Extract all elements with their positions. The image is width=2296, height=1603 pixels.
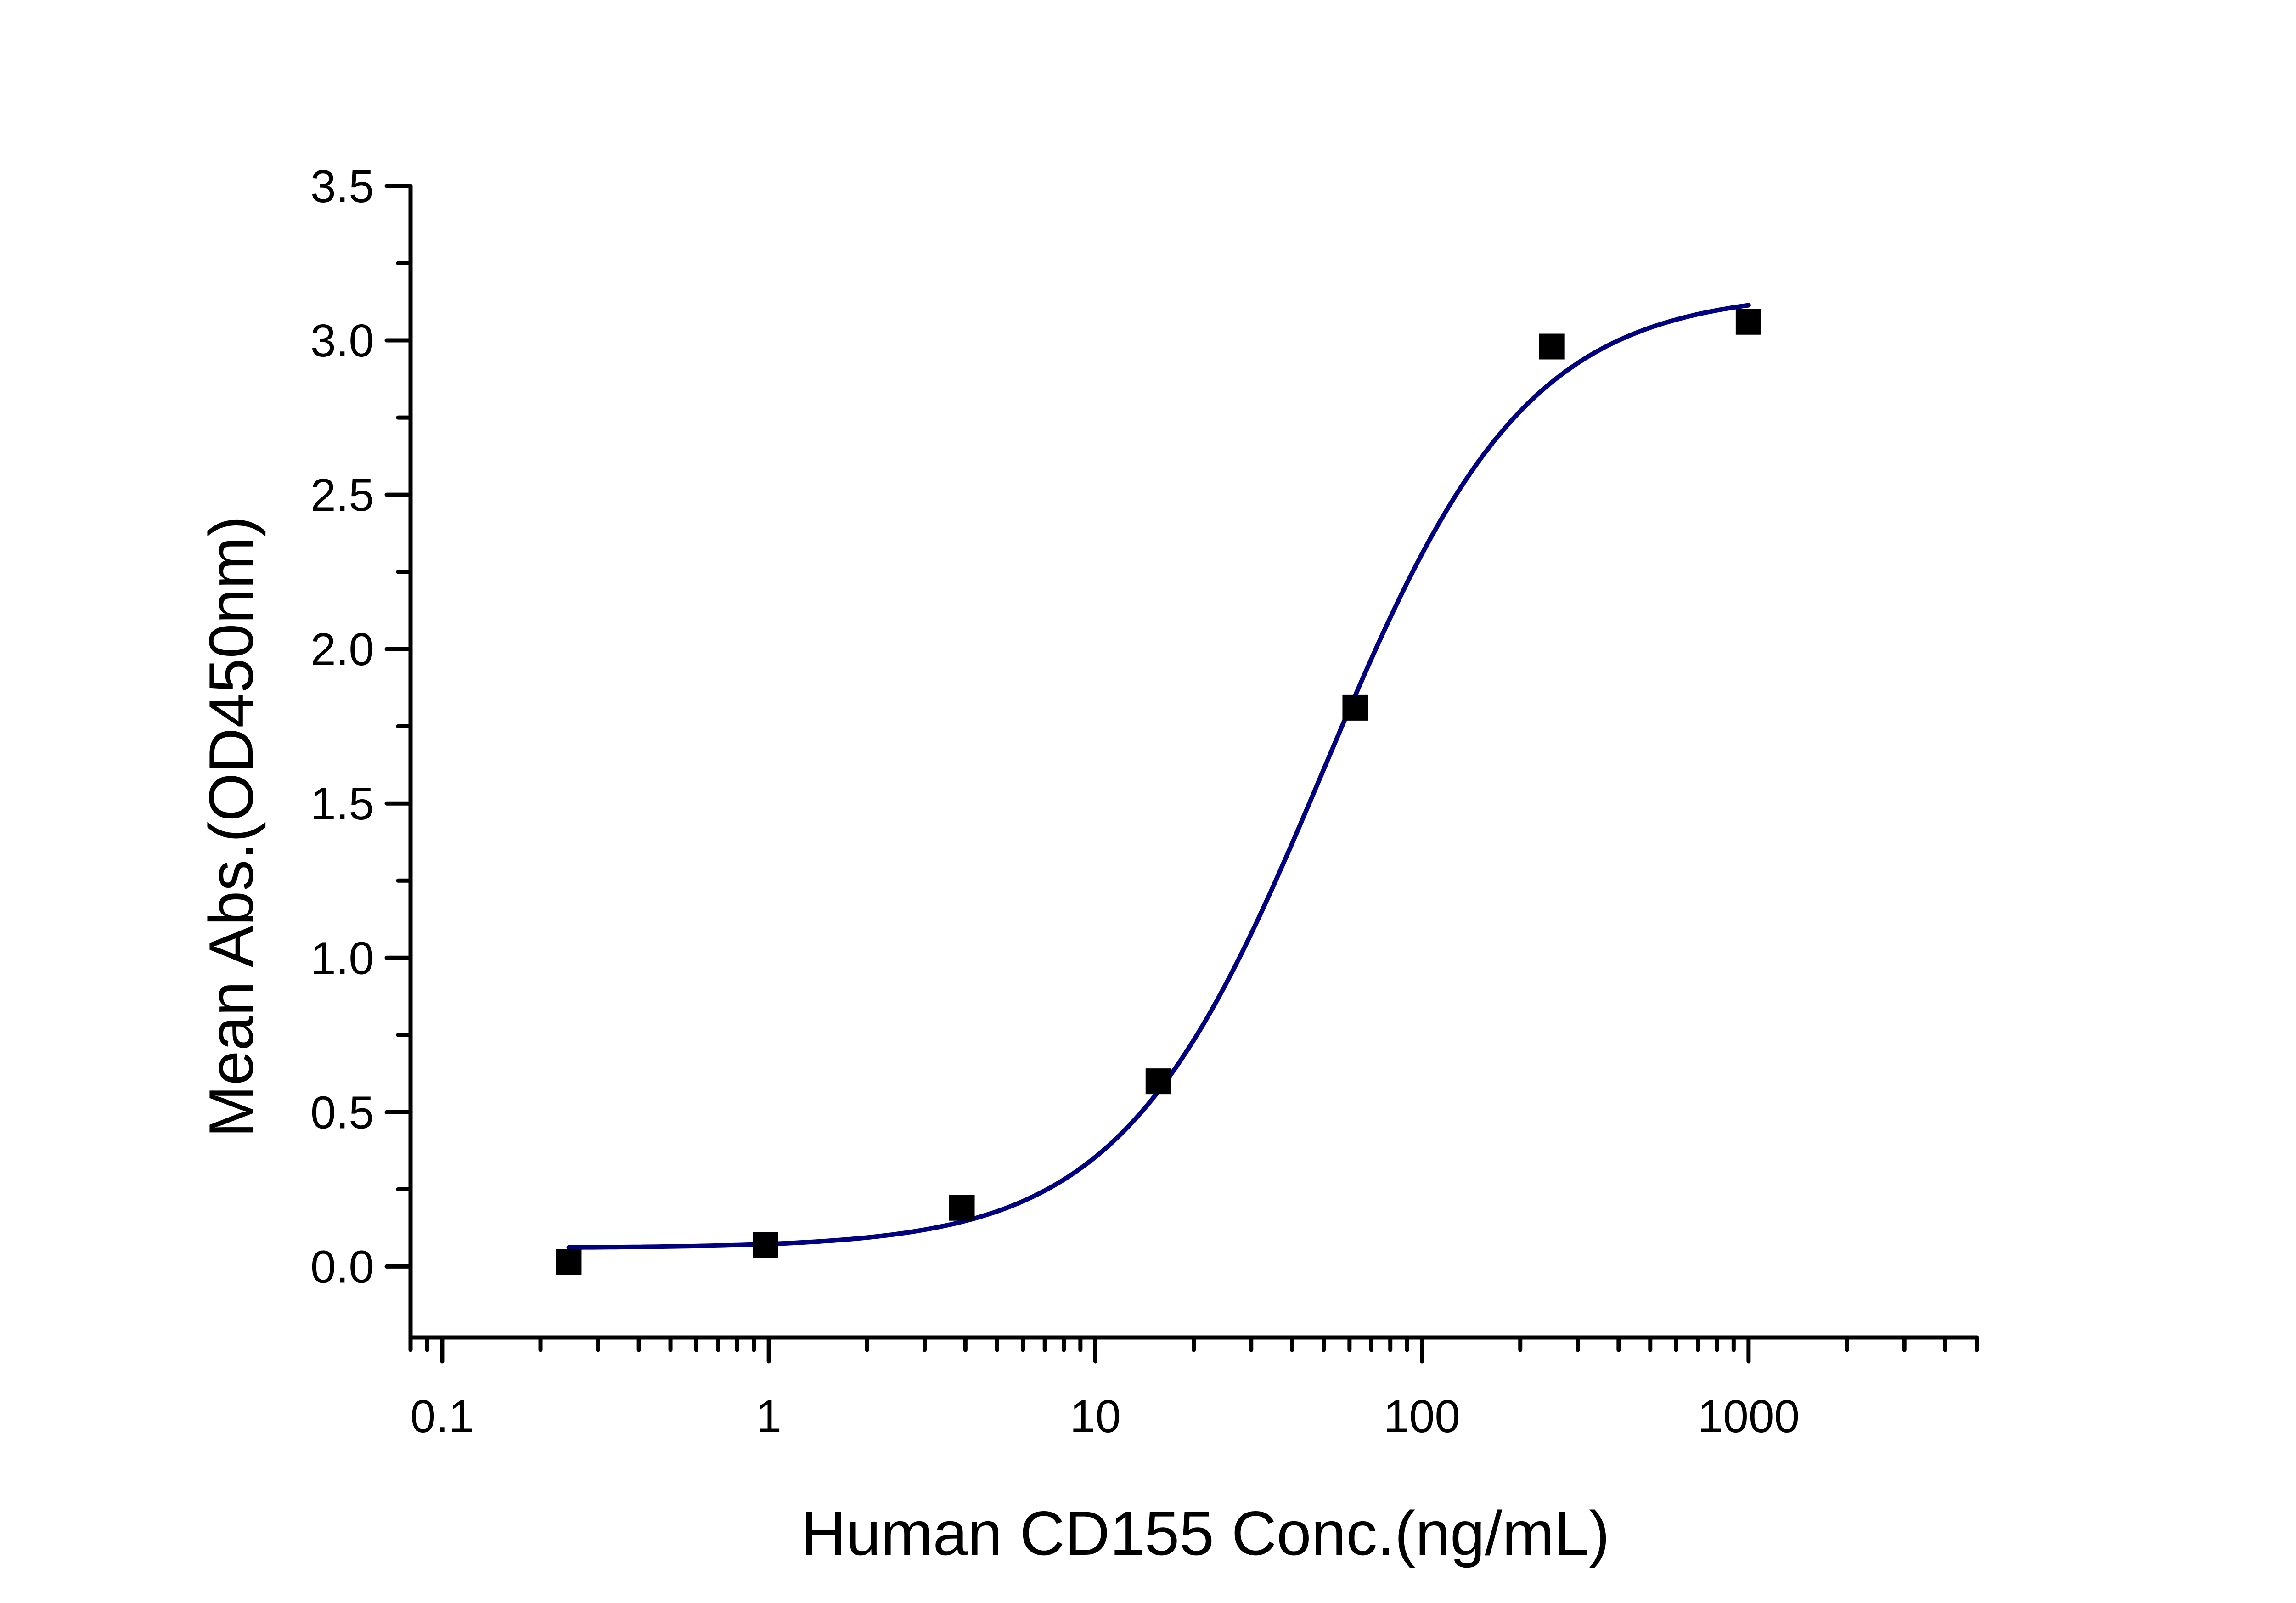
x-tick-label: 10 (1070, 1391, 1121, 1442)
x-tick-label: 0.1 (410, 1391, 474, 1442)
data-point (556, 1249, 582, 1275)
data-point (1735, 309, 1761, 335)
y-tick-label: 2.0 (310, 624, 374, 675)
y-tick-label: 0.0 (310, 1241, 374, 1293)
data-point (1145, 1068, 1171, 1095)
data-point (752, 1232, 778, 1258)
data-point (949, 1195, 975, 1221)
y-tick-label: 0.5 (310, 1087, 374, 1138)
y-axis-label: Mean Abs.(OD450nm) (196, 516, 266, 1137)
data-points (556, 309, 1761, 1275)
x-axis-label: Human CD155 Conc.(ng/mL) (801, 1498, 1609, 1568)
y-tick-label: 1.0 (310, 932, 374, 984)
y-tick-label: 1.5 (310, 778, 374, 830)
y-tick-label: 3.0 (310, 315, 374, 367)
y-tick-label: 3.5 (310, 161, 374, 212)
y-tick-label: 2.5 (310, 469, 374, 521)
y-tick-labels: 0.0 0.5 1.0 1.5 2.0 2.5 3.0 3.5 (310, 161, 374, 1293)
x-tick-label: 1000 (1698, 1391, 1800, 1442)
axes (384, 184, 1979, 1364)
data-point (1539, 333, 1565, 360)
x-tick-label: 100 (1384, 1391, 1460, 1442)
x-tick-label: 1 (756, 1391, 782, 1442)
data-point (1342, 694, 1368, 721)
x-tick-labels: 0.1 1 10 100 1000 (410, 1391, 1800, 1442)
